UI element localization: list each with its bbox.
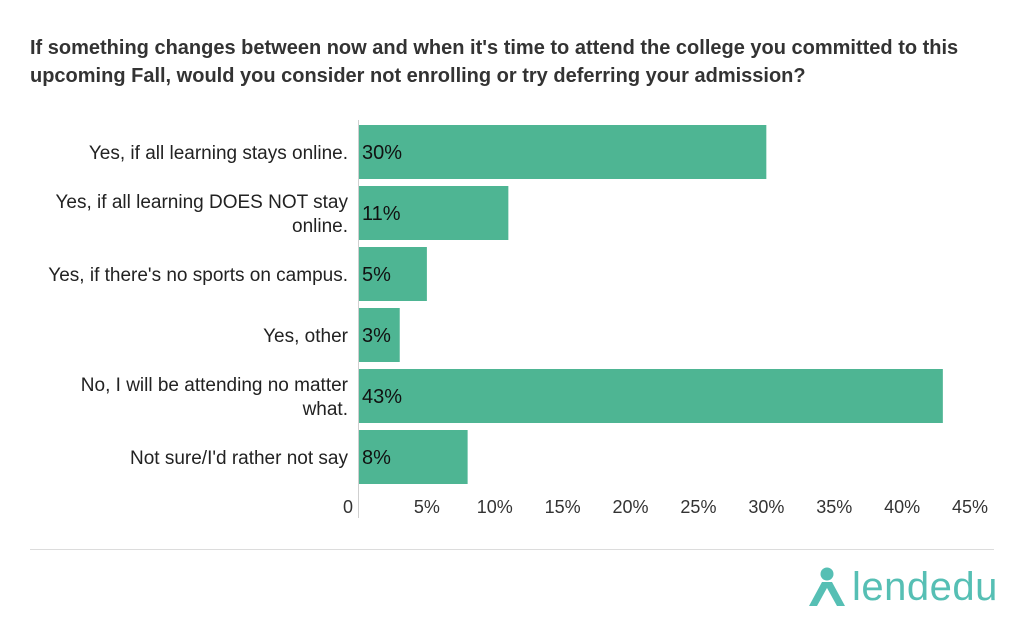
bar-chart: 30% 11% 5% 3% 43% 8% Yes, if all learning sta… bbox=[48, 120, 988, 518]
category-label: Yes, if there's no sports on campus. bbox=[48, 265, 348, 286]
bar-3 bbox=[359, 247, 427, 301]
x-tick-label: 10% bbox=[477, 497, 513, 517]
category-label: Yes, other bbox=[263, 326, 349, 347]
x-tick-label: 35% bbox=[816, 497, 852, 517]
x-tick-label: 25% bbox=[680, 497, 716, 517]
x-tick-label: 5% bbox=[414, 497, 440, 517]
bar-value-label: 43% bbox=[362, 386, 402, 408]
x-tick-label: 45% bbox=[952, 497, 988, 517]
x-tick-label: 40% bbox=[884, 497, 920, 517]
bar-2 bbox=[359, 186, 509, 240]
x-tick-label: 0 bbox=[343, 497, 353, 517]
x-tick-label: 20% bbox=[613, 497, 649, 517]
bar-6 bbox=[359, 430, 468, 484]
bar-value-label: 5% bbox=[362, 264, 391, 286]
category-label: what. bbox=[302, 399, 348, 420]
category-label: Yes, if all learning stays online. bbox=[89, 143, 348, 164]
bar-value-label: 11% bbox=[362, 203, 401, 225]
bar-4 bbox=[359, 308, 400, 362]
brand-logo: lendedu bbox=[808, 562, 1008, 612]
bar-5 bbox=[359, 369, 943, 423]
bar-1 bbox=[359, 125, 767, 179]
lendedu-logo-icon bbox=[809, 567, 845, 606]
category-label: No, I will be attending no matter bbox=[81, 375, 349, 396]
brand-name: lendedu bbox=[852, 565, 998, 609]
bar-value-label: 30% bbox=[362, 142, 402, 164]
category-label: online. bbox=[292, 216, 348, 237]
bar-value-label: 8% bbox=[362, 447, 391, 469]
chart-title: If something changes between now and whe… bbox=[30, 37, 959, 87]
footer-divider bbox=[30, 549, 994, 550]
category-label: Not sure/I'd rather not say bbox=[130, 448, 349, 469]
bar-value-label: 3% bbox=[362, 325, 391, 347]
x-tick-label: 30% bbox=[748, 497, 784, 517]
category-label: Yes, if all learning DOES NOT stay bbox=[55, 192, 348, 213]
x-tick-label: 15% bbox=[545, 497, 581, 517]
